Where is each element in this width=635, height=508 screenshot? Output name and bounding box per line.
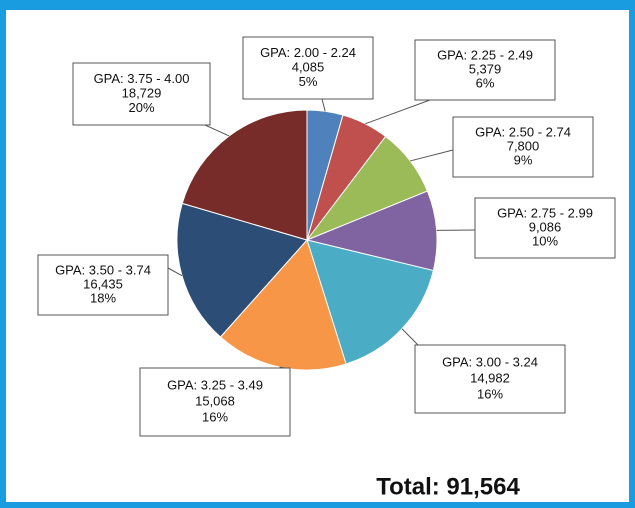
- slice-percent: 6%: [476, 76, 495, 91]
- slice-value: 4,085: [292, 59, 325, 74]
- pie-slice: [305, 190, 438, 272]
- slice-label: GPA: 3.00 - 3.24: [442, 354, 538, 369]
- slice-value: 7,800: [507, 138, 540, 153]
- leader-line: [365, 99, 431, 125]
- label-box: [242, 36, 374, 100]
- slice-percent: 16%: [202, 409, 228, 424]
- leader-line: [401, 328, 419, 346]
- leader-line: [204, 124, 230, 137]
- slice-value: 5,379: [469, 61, 502, 76]
- slice-percent: 18%: [90, 291, 116, 306]
- slice-value: 15,068: [195, 393, 235, 408]
- slice-value: 9,086: [529, 219, 562, 234]
- label-box: [474, 197, 616, 259]
- slice-label: GPA: 3.75 - 4.00: [94, 71, 190, 86]
- label-box: [37, 254, 169, 316]
- slice-value: 14,982: [470, 370, 510, 385]
- slice-label: GPA: 3.50 - 3.74: [55, 262, 151, 277]
- label-box: [72, 62, 211, 126]
- slice-label: GPA: 2.00 - 2.24: [260, 45, 356, 60]
- slice-label: GPA: 3.25 - 3.49: [167, 377, 263, 392]
- total: Total: 91,564: [376, 473, 520, 500]
- leader-line: [321, 98, 326, 112]
- slice-percent: 16%: [477, 386, 503, 401]
- leader-line: [410, 149, 454, 162]
- pie-slice: [306, 239, 434, 365]
- pie-slice: [181, 109, 308, 241]
- label-box: [139, 367, 291, 437]
- slice-percent: 5%: [299, 74, 318, 89]
- slice-percent: 20%: [128, 100, 154, 115]
- label-box: [452, 116, 594, 178]
- pie-slice: [176, 202, 308, 338]
- slice-percent: 9%: [514, 153, 533, 168]
- label-box: [414, 39, 556, 101]
- slice-label: GPA: 2.25 - 2.49: [437, 47, 533, 62]
- label-box: [414, 344, 566, 414]
- slice-value: 16,435: [83, 276, 123, 291]
- slice-label: GPA: 2.75 - 2.99: [497, 205, 593, 220]
- slice-percent: 10%: [532, 234, 558, 249]
- slice-label: GPA: 2.50 - 2.74: [475, 124, 571, 139]
- slice-value: 18,729: [122, 85, 162, 100]
- leader-line: [167, 267, 183, 277]
